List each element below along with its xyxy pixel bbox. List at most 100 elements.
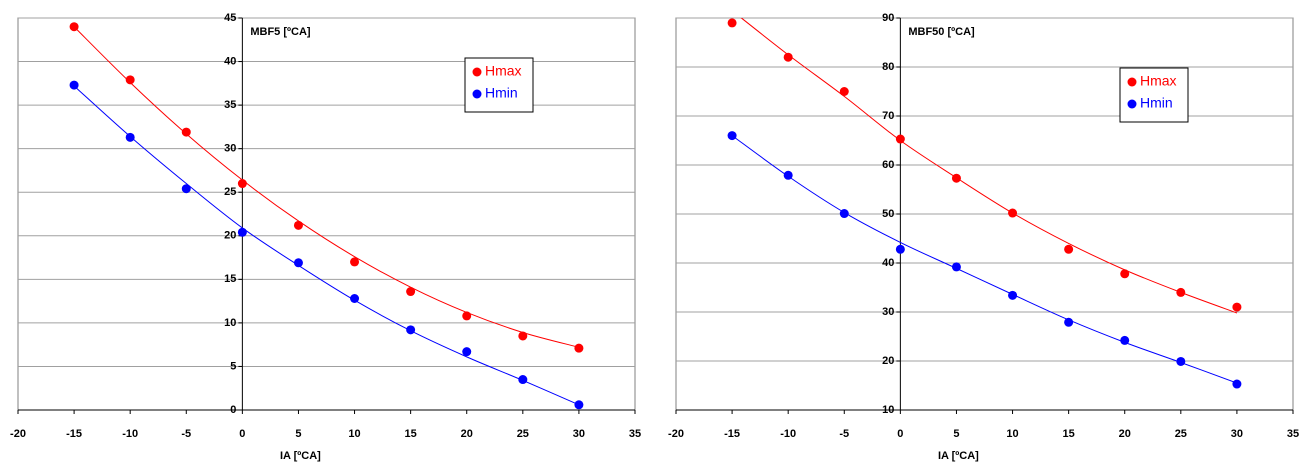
legend-label: Hmin xyxy=(1140,95,1173,111)
x-tick-label: -20 xyxy=(10,428,26,440)
y-tick-label: 50 xyxy=(882,208,894,220)
point xyxy=(1008,290,1018,300)
x-tick-label: -10 xyxy=(122,428,138,440)
point xyxy=(1176,356,1186,366)
x-tick-label: -20 xyxy=(668,428,684,440)
point xyxy=(69,22,79,32)
x-tick-label: 35 xyxy=(1287,428,1299,440)
y-tick-label: 60 xyxy=(882,159,894,171)
point xyxy=(1232,379,1242,389)
point xyxy=(462,347,472,357)
point xyxy=(350,293,360,303)
x-tick-label: 20 xyxy=(1119,428,1131,440)
y-axis-title: MBF5 [ºCA] xyxy=(250,26,311,38)
point xyxy=(518,375,528,385)
point xyxy=(125,132,135,142)
x-tick-label: -5 xyxy=(839,428,849,440)
point xyxy=(293,258,303,268)
y-tick-label: 90 xyxy=(882,12,894,24)
y-tick-label: 5 xyxy=(230,360,236,372)
y-tick-label: 40 xyxy=(224,55,236,67)
point xyxy=(518,331,528,341)
x-tick-label: 25 xyxy=(517,428,529,440)
point xyxy=(895,134,905,144)
trend-line xyxy=(73,26,580,348)
point xyxy=(1064,317,1074,327)
y-tick-label: 80 xyxy=(882,61,894,73)
y-tick-label: 70 xyxy=(882,110,894,122)
x-axis-title: IA [ºCA] xyxy=(938,450,979,462)
point xyxy=(783,52,793,62)
legend-marker xyxy=(472,67,482,77)
x-tick-label: 10 xyxy=(348,428,360,440)
trend-line xyxy=(740,18,1238,314)
x-axis-title: IA [ºCA] xyxy=(280,450,321,462)
y-tick-label: 10 xyxy=(224,317,236,329)
point xyxy=(727,131,737,141)
y-tick-label: 40 xyxy=(882,257,894,269)
y-tick-label: 30 xyxy=(882,306,894,318)
point xyxy=(839,209,849,219)
point xyxy=(1120,335,1130,345)
y-tick-label: 35 xyxy=(224,99,236,111)
y-tick-label: 30 xyxy=(224,143,236,155)
y-tick-label: 25 xyxy=(224,186,236,198)
trend-line xyxy=(73,85,580,406)
point xyxy=(951,262,961,272)
legend-label: Hmin xyxy=(485,85,518,101)
x-tick-label: 0 xyxy=(239,428,245,440)
x-tick-label: -15 xyxy=(724,428,740,440)
point xyxy=(181,184,191,194)
legend-marker xyxy=(1127,99,1137,109)
point xyxy=(727,18,737,28)
x-tick-label: 30 xyxy=(1231,428,1243,440)
x-tick-label: 25 xyxy=(1175,428,1187,440)
legend-box xyxy=(464,57,534,113)
point xyxy=(350,257,360,267)
point xyxy=(406,325,416,335)
legend-box xyxy=(1119,67,1189,123)
x-tick-label: 15 xyxy=(1063,428,1075,440)
y-tick-label: 15 xyxy=(224,273,236,285)
trend-line xyxy=(731,135,1238,384)
legend-label: Hmax xyxy=(1140,73,1177,89)
x-tick-label: 15 xyxy=(405,428,417,440)
y-tick-label: 20 xyxy=(882,355,894,367)
point xyxy=(181,127,191,137)
x-tick-label: 0 xyxy=(897,428,903,440)
y-axis-title: MBF50 [ºCA] xyxy=(908,26,975,38)
point xyxy=(1064,244,1074,254)
point xyxy=(237,179,247,189)
x-tick-label: 10 xyxy=(1006,428,1018,440)
x-tick-label: 35 xyxy=(629,428,641,440)
point xyxy=(574,400,584,410)
y-tick-label: 20 xyxy=(224,230,236,242)
point xyxy=(1120,269,1130,279)
point xyxy=(125,75,135,85)
plot-area xyxy=(17,17,636,411)
legend-label: Hmax xyxy=(485,63,522,79)
x-tick-label: -10 xyxy=(780,428,796,440)
point xyxy=(783,170,793,180)
point xyxy=(574,343,584,353)
legend-marker xyxy=(1127,77,1137,87)
point xyxy=(1008,208,1018,218)
point xyxy=(237,227,247,237)
x-tick-label: -5 xyxy=(181,428,191,440)
point xyxy=(839,87,849,96)
x-tick-label: 20 xyxy=(461,428,473,440)
x-tick-label: 30 xyxy=(573,428,585,440)
point xyxy=(895,244,905,254)
x-tick-label: -15 xyxy=(66,428,82,440)
point xyxy=(951,173,961,183)
point xyxy=(462,311,472,321)
point xyxy=(1232,302,1242,312)
point xyxy=(1176,287,1186,297)
y-tick-label: 45 xyxy=(224,12,236,24)
x-tick-label: 5 xyxy=(295,428,301,440)
x-tick-label: 5 xyxy=(953,428,959,440)
point xyxy=(293,220,303,230)
